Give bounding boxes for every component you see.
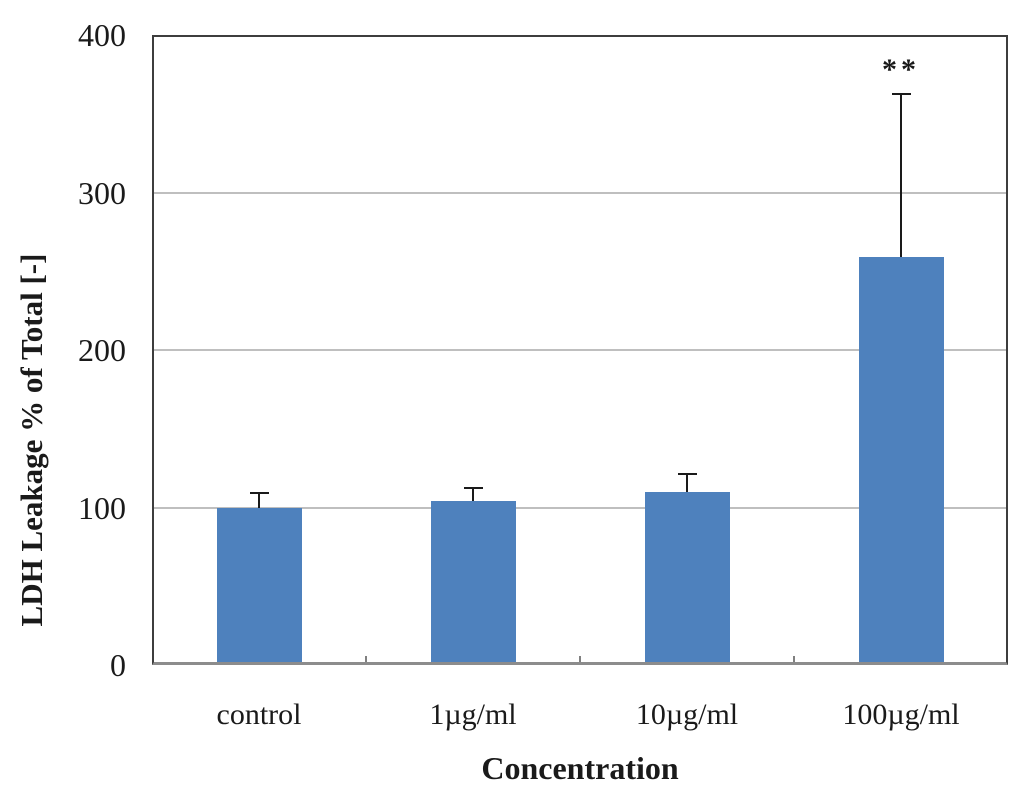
gridline bbox=[152, 191, 1008, 194]
significance-annotation: ** bbox=[882, 53, 920, 87]
error-bar bbox=[686, 472, 688, 492]
y-tick-label: 300 bbox=[78, 174, 126, 211]
x-axis-tick-mark bbox=[365, 656, 367, 665]
x-tick-label: 1µg/ml bbox=[429, 698, 517, 731]
error-bar bbox=[258, 491, 260, 508]
y-tick-label: 0 bbox=[110, 647, 126, 683]
plot-area: ** bbox=[152, 35, 1008, 665]
bar bbox=[644, 491, 730, 665]
y-tick-label: 100 bbox=[78, 489, 126, 526]
bar bbox=[858, 257, 944, 665]
x-tick-label: 10µg/ml bbox=[635, 698, 739, 731]
x-axis-tick-mark bbox=[579, 656, 581, 665]
x-axis-tick-mark bbox=[793, 656, 795, 665]
bar bbox=[216, 507, 302, 665]
x-tick-label: 100µg/ml bbox=[842, 698, 960, 731]
error-bar bbox=[900, 93, 902, 258]
error-bar-cap bbox=[677, 472, 697, 475]
x-axis-title: Concentration bbox=[481, 750, 679, 786]
y-tick-label: 400 bbox=[78, 17, 126, 53]
bar bbox=[430, 501, 516, 665]
y-tick-label: 200 bbox=[78, 332, 126, 368]
gridline bbox=[152, 349, 1008, 351]
x-axis-tick-labels: control 1µg/ml 10µg/ml 100µg/ml bbox=[152, 697, 1008, 737]
error-bar-cap bbox=[891, 93, 911, 96]
error-bar bbox=[472, 487, 474, 502]
error-bar-cap bbox=[249, 491, 269, 494]
y-axis-tick-labels: 0 100 200 300 400 bbox=[0, 17, 140, 683]
x-tick-label: control bbox=[216, 698, 302, 731]
gridline bbox=[152, 506, 1008, 509]
error-bar-cap bbox=[463, 487, 483, 490]
